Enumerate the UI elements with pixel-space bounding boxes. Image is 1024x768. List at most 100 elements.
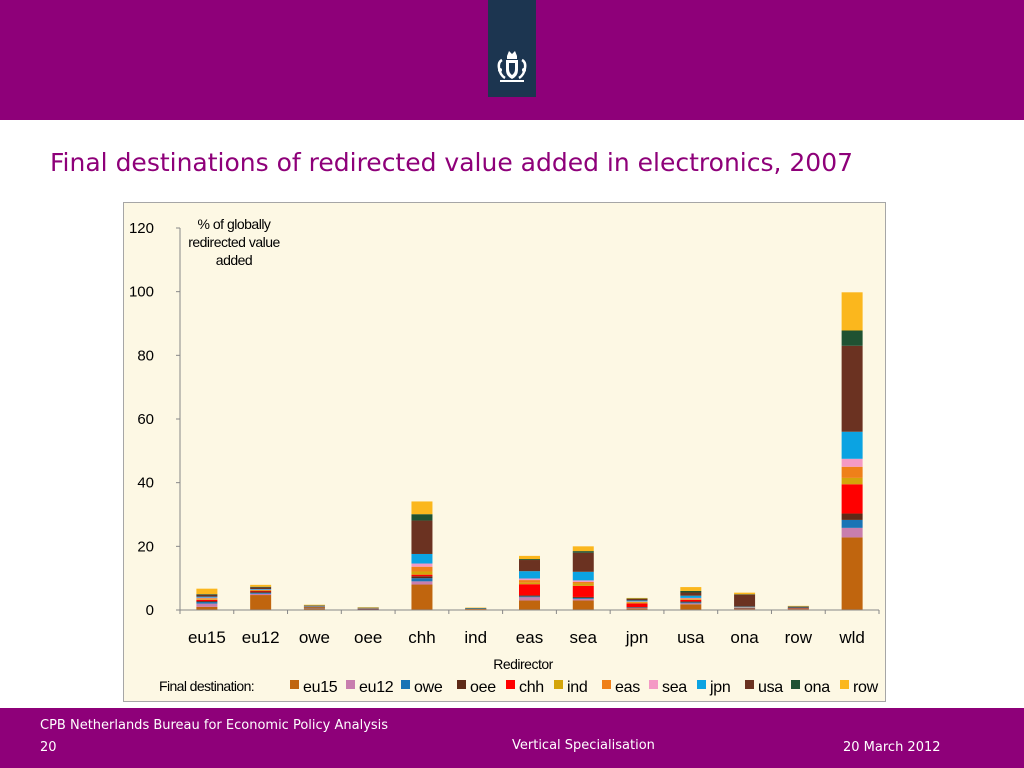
bar-segment-sea-row	[572, 546, 594, 552]
y-tick-label: 60	[137, 411, 154, 428]
legend-label-chh: chh	[519, 679, 544, 696]
royal-coat-of-arms-icon	[497, 51, 527, 82]
bar-segment-eas-sea	[519, 578, 540, 581]
bar-segment-wld-oee	[841, 513, 863, 520]
y-tick-label: 0	[146, 602, 154, 619]
bar-segment-eas-oee	[519, 595, 540, 597]
y-tick-label: 100	[129, 284, 154, 301]
y-tick-label: 20	[137, 538, 154, 555]
bar-segment-eu12-row	[250, 584, 272, 587]
bar-segment-jpn-usa	[626, 598, 648, 601]
bar-stack-eu12	[250, 584, 272, 610]
x-tick-label: usa	[677, 628, 705, 647]
bar-segment-eas-eas	[519, 580, 540, 583]
bar-segment-usa-usa	[680, 592, 702, 596]
legend-title: Final destination:	[159, 678, 254, 694]
bar-segment-eas-owe	[519, 596, 540, 598]
legend-label-owe: owe	[414, 679, 443, 696]
footer-bar: CPB Netherlands Bureau for Economic Poli…	[0, 708, 1024, 768]
bar-segment-eu12-eu12	[250, 593, 272, 596]
slide-title: Final destinations of redirected value a…	[50, 148, 854, 177]
bar-segment-usa-jpn	[680, 595, 702, 598]
x-tick-label: sea	[570, 628, 598, 647]
bar-segment-ona-row	[734, 592, 756, 595]
legend-swatch-sea	[649, 680, 658, 689]
bar-segment-jpn-eu12	[626, 607, 648, 609]
legend-label-eu12: eu12	[359, 679, 394, 696]
bar-stack-ona	[734, 592, 756, 610]
bar-segment-usa-eas	[680, 598, 702, 600]
bar-segment-usa-owe	[680, 602, 702, 604]
legend-label-jpn: jpn	[709, 679, 730, 696]
bar-segment-eas-chh	[519, 584, 540, 596]
bar-segment-sea-ona	[572, 551, 594, 553]
bar-segment-eu15-owe	[196, 602, 218, 604]
bar-segment-ona-jpn	[734, 606, 756, 608]
bar-segment-jpn-eu15	[626, 608, 648, 610]
bar-segment-usa-sea	[680, 597, 702, 599]
bar-stack-row	[787, 605, 809, 610]
bar-segment-sea-eu15	[572, 600, 594, 610]
bar-segment-wld-usa	[841, 345, 863, 432]
bar-segment-eu12-eu15	[250, 595, 272, 610]
bar-segment-chh-jpn	[411, 553, 433, 564]
bar-segment-eu15-jpn	[196, 596, 218, 598]
bar-segment-eu12-oee	[250, 591, 272, 593]
bar-stack-eas	[519, 555, 540, 610]
bar-segment-usa-ona	[680, 590, 702, 593]
bar-segment-chh-row	[411, 501, 433, 515]
bar-segment-wld-eas	[841, 466, 863, 478]
bar-stack-wld	[841, 292, 863, 610]
stacked-bar-chart: % of globally redirected value added 0 20…	[123, 202, 886, 702]
x-tick-label: chh	[408, 628, 435, 647]
bar-segment-sea-jpn	[572, 571, 594, 581]
legend-swatch-jpn	[697, 680, 706, 689]
bar-segment-eu12-chh	[250, 590, 272, 592]
bar-segment-eu15-chh	[196, 599, 218, 602]
bar-segment-wld-jpn	[841, 431, 863, 459]
plot-background	[123, 202, 886, 702]
bar-segment-usa-oee	[680, 601, 702, 603]
bar-segment-eu15-ind	[196, 599, 218, 600]
x-axis-label: Redirector	[493, 656, 553, 672]
bar-segment-eu12-owe	[250, 592, 272, 594]
bar-segment-eas-jpn	[519, 571, 540, 579]
bar-segment-usa-row	[680, 587, 702, 591]
bar-segment-usa-ind	[680, 599, 702, 600]
bar-segment-wld-row	[841, 292, 863, 331]
bar-segment-sea-chh	[572, 585, 594, 597]
bar-stack-owe	[303, 604, 325, 610]
bar-segment-sea-oee	[572, 596, 594, 598]
bar-segment-wld-owe	[841, 519, 863, 528]
bar-stack-usa	[680, 587, 702, 610]
x-tick-label: jpn	[625, 628, 649, 647]
legend-swatch-eas	[602, 680, 611, 689]
bar-segment-chh-eas	[411, 566, 433, 572]
legend-label-usa: usa	[758, 679, 783, 696]
chart: % of globally redirected value added 0 20…	[123, 202, 886, 702]
x-tick-label: eas	[516, 628, 543, 647]
legend-swatch-usa	[745, 680, 754, 689]
bar-segment-row-usa	[787, 606, 809, 608]
bar-segment-eas-eu15	[519, 600, 540, 610]
bar-segment-eu12-usa	[250, 587, 272, 589]
legend-label-sea: sea	[662, 679, 687, 696]
legend-label-ind: ind	[567, 679, 587, 696]
legend-swatch-chh	[506, 680, 515, 689]
bar-segment-chh-eu12	[411, 581, 433, 585]
bar-segment-eas-row	[519, 555, 540, 560]
legend-label-row: row	[853, 679, 879, 696]
y-axis-label-line-3: added	[216, 252, 252, 268]
x-tick-label: oee	[354, 628, 382, 647]
bar-segment-usa-eu12	[680, 603, 702, 605]
legend-label-eas: eas	[615, 679, 640, 696]
bar-segment-jpn-eas	[626, 601, 648, 603]
y-tick-label: 80	[137, 347, 154, 364]
bar-stack-sea	[572, 546, 594, 610]
x-tick-label: eu15	[188, 628, 226, 647]
bar-segment-sea-eu12	[572, 598, 594, 601]
bar-segment-eas-ind	[519, 582, 540, 585]
bar-stack-oee	[357, 607, 379, 610]
bar-segment-sea-eas	[572, 581, 594, 584]
footer-date: 20 March 2012	[843, 740, 941, 755]
